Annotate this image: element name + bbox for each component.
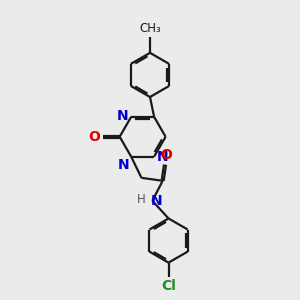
Text: Cl: Cl bbox=[161, 279, 176, 293]
Text: O: O bbox=[89, 130, 100, 144]
Text: N: N bbox=[151, 194, 163, 208]
Text: N: N bbox=[157, 150, 168, 164]
Text: N: N bbox=[117, 109, 129, 123]
Text: N: N bbox=[118, 158, 129, 172]
Text: CH₃: CH₃ bbox=[139, 22, 161, 35]
Text: H: H bbox=[137, 194, 146, 206]
Text: O: O bbox=[160, 148, 172, 162]
